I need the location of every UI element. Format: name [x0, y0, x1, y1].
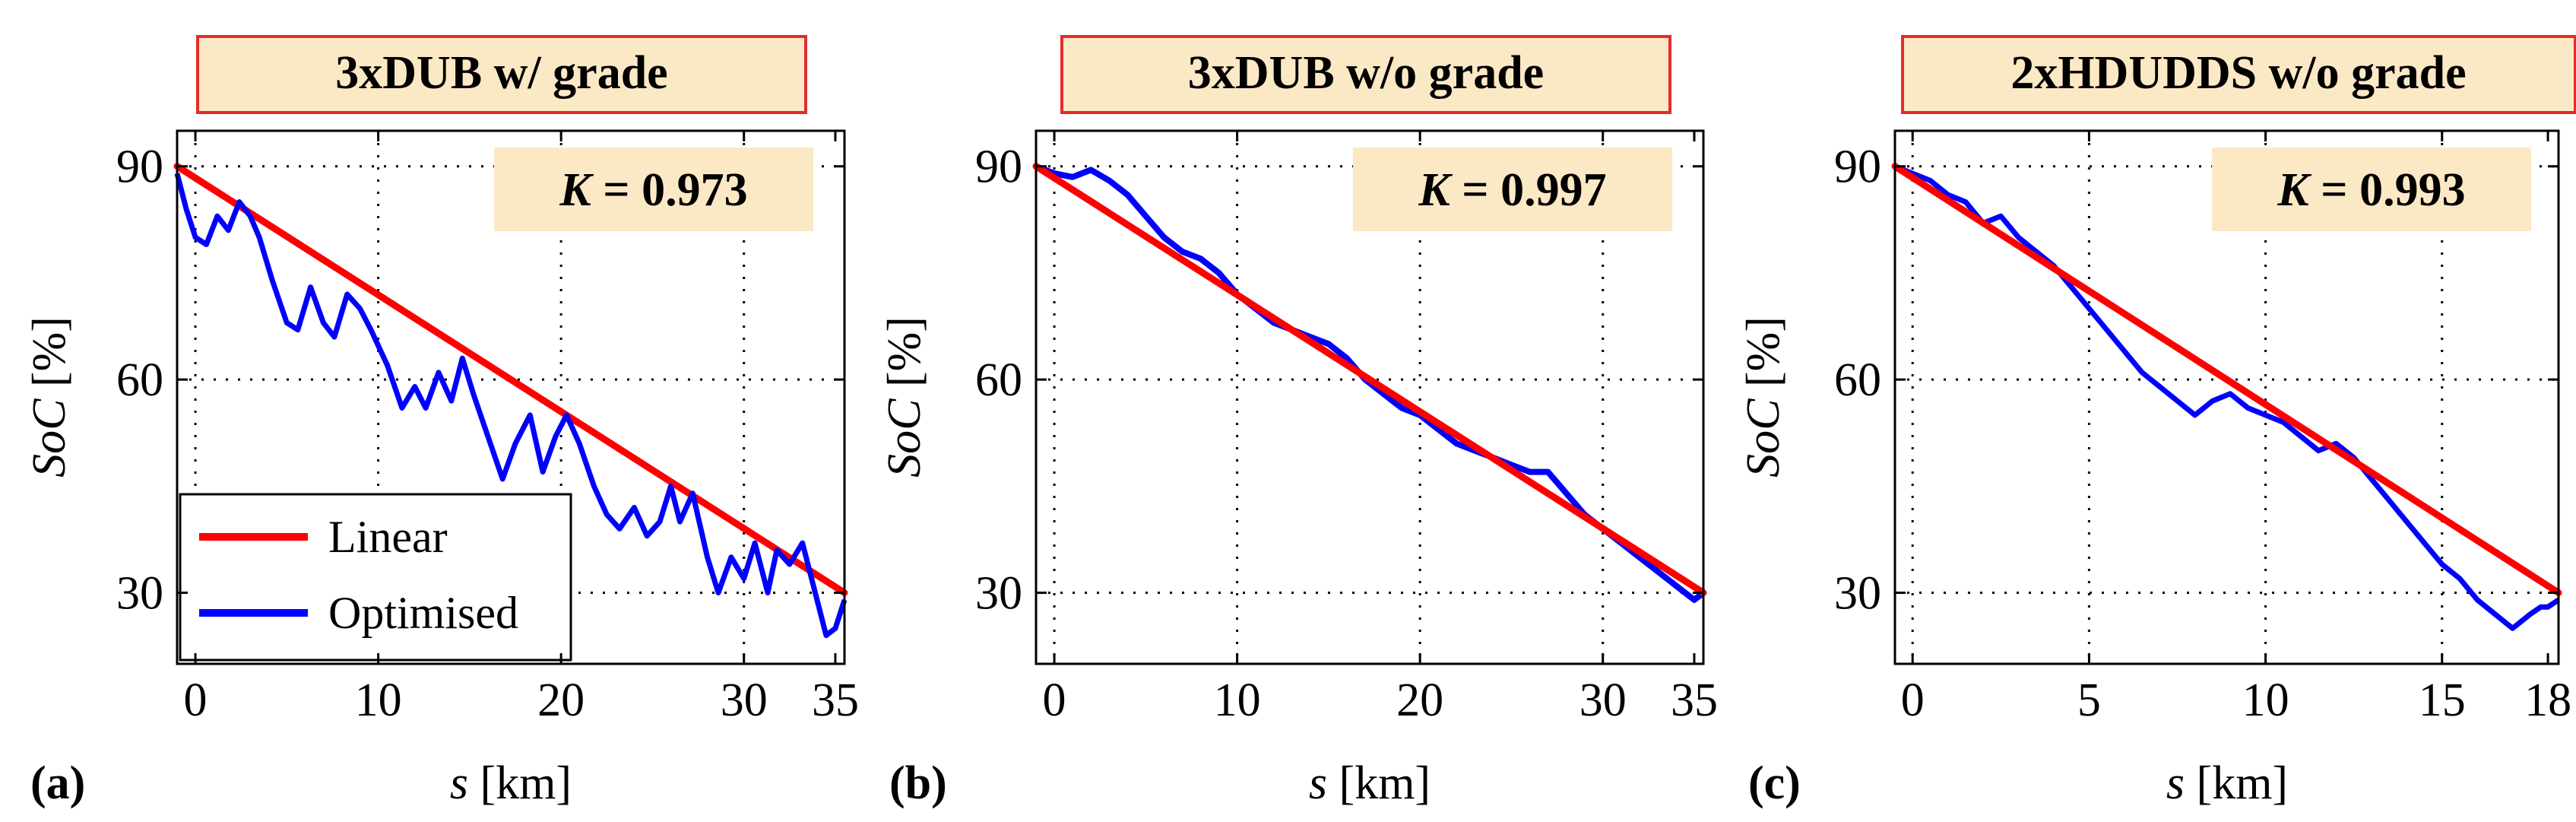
y-tick-label-a-1: 60 — [116, 354, 163, 406]
y-tick-label-b-0: 30 — [975, 568, 1022, 620]
legend: Linear Optimised — [179, 493, 572, 662]
xlabel-a: s [km] — [450, 757, 572, 809]
axes-frame-a — [176, 129, 846, 665]
x-tick-label-c-0: 0 — [1901, 674, 1925, 726]
title-box-c — [1901, 35, 2576, 114]
xlabel-c: s [km] — [2166, 757, 2288, 809]
x-tick-label-c-4: 18 — [2524, 674, 2571, 726]
axes-frame-c — [1893, 129, 2560, 665]
panel-label-a: (a) — [30, 757, 85, 809]
x-tick-label-a-4: 35 — [812, 674, 859, 726]
x-tick-label-c-2: 10 — [2242, 674, 2289, 726]
ylabel-c: SoC [%] — [1738, 316, 1789, 478]
x-tick-label-b-4: 35 — [1671, 674, 1718, 726]
title-box-b — [1060, 35, 1671, 114]
xlabel-unit-c: [km] — [2185, 757, 2288, 809]
ylabel-var-b: SoC — [879, 398, 930, 478]
y-tick-label-b-1: 60 — [975, 354, 1022, 406]
xlabel-unit-a: [km] — [468, 757, 572, 809]
axes-frame-b — [1035, 129, 1705, 665]
ticks-c: 0 5 10 15 18 30 60 90 — [1834, 131, 2571, 726]
y-tick-label-c-0: 30 — [1834, 568, 1881, 620]
legend-box — [179, 493, 572, 662]
title-c: 2xHDUDDS w/o grade — [2010, 47, 2466, 99]
x-tick-label-c-3: 15 — [2419, 674, 2466, 726]
title-b: 3xDUB w/o grade — [1188, 47, 1544, 99]
xlabel-var-b: s — [1309, 757, 1327, 809]
k-value-c: K = 0.993 — [2277, 164, 2465, 216]
xlabel-b: s [km] — [1309, 757, 1431, 809]
xlabel-var-c: s — [2166, 757, 2185, 809]
title-box-a — [196, 35, 807, 114]
ylabel-b: SoC [%] — [879, 316, 930, 478]
x-tick-label-a-3: 30 — [721, 674, 768, 726]
panel-c: 2xHDUDDS w/o grade K = 0.993 0 5 10 15 18 30 6… — [1738, 35, 2576, 809]
ylabel-unit-c: [%] — [1738, 316, 1789, 398]
ylabel-var-a: SoC — [24, 398, 75, 478]
y-tick-label-c-2: 90 — [1834, 141, 1881, 193]
x-tick-label-b-1: 10 — [1214, 674, 1261, 726]
x-tick-label-c-1: 5 — [2077, 674, 2101, 726]
x-tick-label-b-3: 30 — [1580, 674, 1627, 726]
linear-series-a — [173, 163, 848, 596]
x-tick-label-a-0: 0 — [184, 674, 208, 726]
grid-c — [1895, 131, 2559, 664]
ylabel-unit-b: [%] — [879, 316, 930, 398]
optimised-series-a — [174, 173, 848, 639]
title-a: 3xDUB w/ grade — [335, 47, 667, 99]
ylabel-unit-a: [%] — [24, 316, 75, 398]
k-box-a — [494, 148, 813, 231]
k-value-a: K = 0.973 — [559, 164, 747, 216]
x-tick-label-b-2: 20 — [1396, 674, 1443, 726]
x-tick-label-b-0: 0 — [1043, 674, 1066, 726]
linear-series-b — [1032, 163, 1707, 596]
k-symbol-b: K — [1418, 164, 1453, 216]
grid-b — [1036, 131, 1703, 664]
xlabel-unit-b: [km] — [1327, 757, 1431, 809]
panel-label-c: (c) — [1748, 757, 1801, 809]
xlabel-var-a: s — [450, 757, 468, 809]
k-text-c: = 0.993 — [2309, 164, 2466, 216]
panel-b: 3xDUB w/o grade K = 0.997 0 10 20 30 35 30 60 9… — [879, 35, 1718, 809]
ylabel-a: SoC [%] — [24, 316, 75, 478]
y-tick-label-a-0: 30 — [116, 568, 163, 620]
ylabel-var-c: SoC — [1738, 398, 1789, 478]
k-value-b: K = 0.997 — [1418, 164, 1606, 216]
y-tick-label-c-1: 60 — [1834, 354, 1881, 406]
x-tick-label-a-2: 20 — [537, 674, 585, 726]
y-tick-label-b-2: 90 — [975, 141, 1022, 193]
legend-linear-label: Linear — [328, 512, 448, 562]
k-box-b — [1353, 148, 1672, 231]
legend-optimised-label: Optimised — [328, 588, 518, 638]
k-text-a: = 0.973 — [591, 164, 748, 216]
linear-series-c — [1891, 163, 2562, 596]
ticks-b: 0 10 20 30 35 30 60 90 — [975, 131, 1718, 726]
x-tick-label-a-1: 10 — [355, 674, 402, 726]
k-symbol-c: K — [2277, 164, 2311, 216]
panel-label-b: (b) — [889, 757, 947, 809]
panel-a: 3xDUB w/ grade K = 0.973 Linear Optimise… — [24, 35, 859, 809]
k-text-b: = 0.997 — [1450, 164, 1607, 216]
optimised-series-c — [1893, 163, 2560, 631]
ticks-a: 0 10 20 30 35 30 60 90 — [116, 131, 859, 726]
y-tick-label-a-2: 90 — [116, 141, 163, 193]
k-symbol-a: K — [559, 164, 594, 216]
k-box-c — [2212, 148, 2531, 231]
